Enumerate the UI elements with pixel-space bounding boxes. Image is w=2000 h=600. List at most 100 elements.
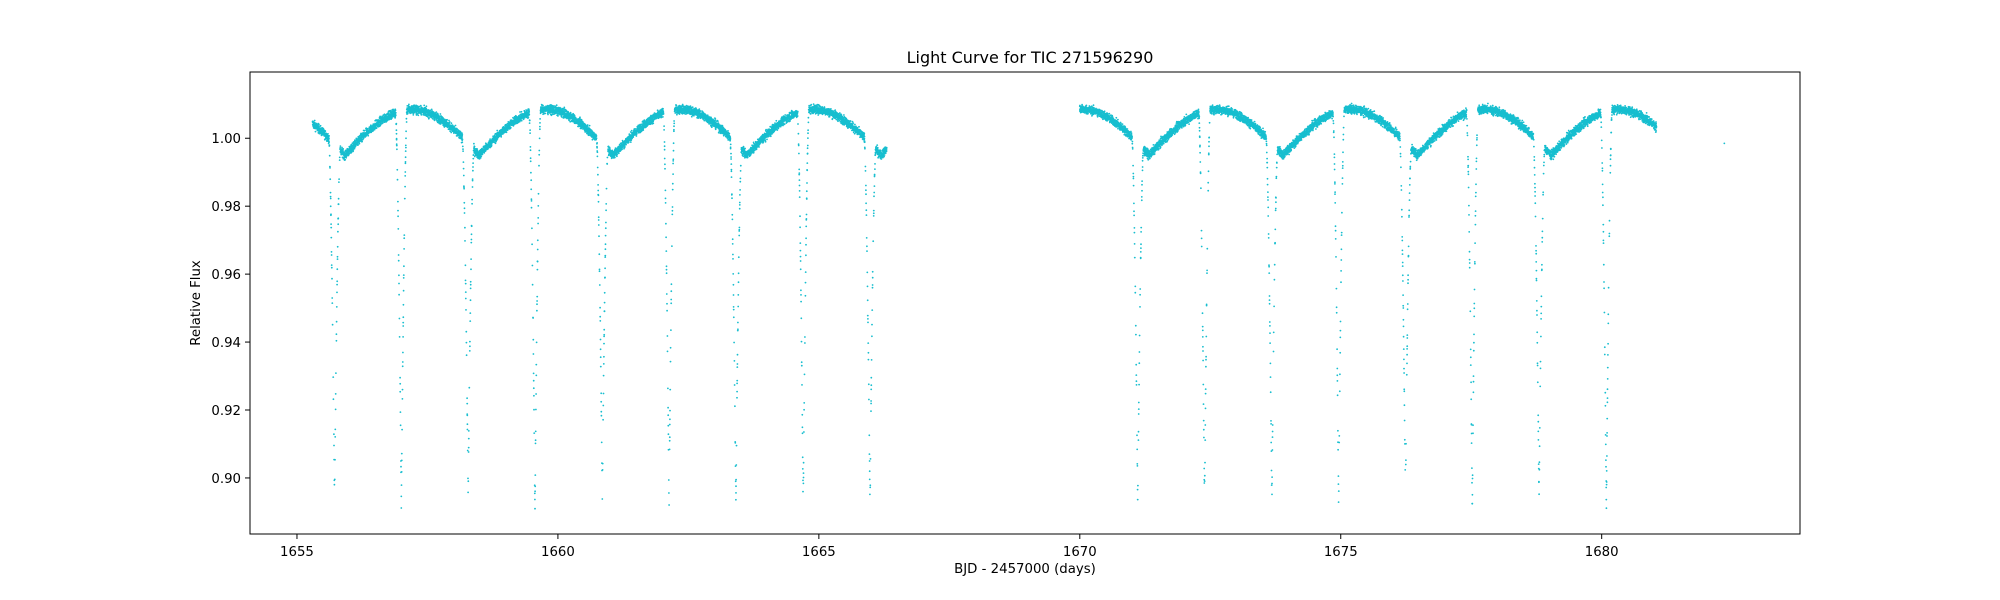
data-point <box>534 430 537 433</box>
data-point <box>467 446 470 449</box>
data-point <box>663 129 665 131</box>
data-point <box>616 153 619 156</box>
data-point <box>412 114 415 116</box>
data-point <box>605 209 607 212</box>
data-point <box>318 123 320 126</box>
data-point <box>670 329 672 331</box>
data-point <box>409 112 412 115</box>
data-point <box>598 284 601 286</box>
data-point <box>467 451 470 453</box>
data-point <box>468 386 471 389</box>
data-point <box>333 483 336 486</box>
data-point <box>336 245 339 248</box>
data-point <box>663 125 665 127</box>
data-point <box>487 147 489 150</box>
data-point <box>614 156 616 159</box>
data-point <box>693 114 695 117</box>
data-points <box>311 102 1726 510</box>
data-point <box>381 122 384 124</box>
data-point <box>337 223 340 226</box>
data-point <box>333 433 335 436</box>
data-point <box>672 149 675 152</box>
data-point <box>470 233 473 236</box>
data-point <box>483 151 486 154</box>
data-point <box>600 441 603 444</box>
data-point <box>632 136 635 139</box>
data-point <box>532 387 535 390</box>
data-point <box>530 200 533 202</box>
data-point <box>673 128 675 131</box>
data-point <box>422 113 425 116</box>
data-point <box>341 146 343 149</box>
data-point <box>666 350 669 353</box>
data-point <box>547 113 549 116</box>
data-point <box>536 248 539 251</box>
data-point <box>461 145 464 148</box>
data-point <box>602 404 605 407</box>
data-point <box>403 234 406 237</box>
data-point <box>408 103 410 106</box>
data-point <box>534 490 536 493</box>
data-point <box>335 320 338 323</box>
data-point <box>402 303 405 306</box>
data-point <box>423 104 426 107</box>
data-point <box>538 137 541 140</box>
data-point <box>627 141 630 144</box>
data-point <box>606 156 609 159</box>
data-point <box>662 113 665 115</box>
data-point <box>328 154 331 157</box>
data-point <box>603 335 605 338</box>
data-point <box>370 131 373 134</box>
data-point <box>330 213 332 216</box>
data-point <box>672 160 675 162</box>
data-point <box>464 279 467 282</box>
data-point <box>603 342 605 345</box>
data-point <box>597 173 599 176</box>
data-point <box>401 388 404 391</box>
data-point <box>470 238 473 241</box>
data-point <box>604 254 607 257</box>
data-point <box>678 113 681 115</box>
data-point <box>667 433 670 436</box>
data-point <box>535 393 537 395</box>
data-point <box>394 115 397 118</box>
data-point <box>595 134 598 137</box>
data-point <box>535 341 538 344</box>
data-point <box>669 409 671 412</box>
data-point <box>662 116 664 118</box>
data-point <box>435 111 438 113</box>
data-point <box>395 143 398 146</box>
data-point <box>329 195 332 198</box>
data-point <box>467 477 469 480</box>
data-point <box>428 117 430 119</box>
data-point <box>375 127 378 130</box>
data-point <box>363 129 366 132</box>
data-point <box>537 192 540 195</box>
data-point <box>333 478 336 481</box>
data-point <box>336 258 339 260</box>
data-point <box>330 226 333 229</box>
data-point <box>351 142 354 145</box>
data-point <box>399 382 402 385</box>
data-point <box>404 162 407 165</box>
data-point <box>398 282 400 285</box>
data-point <box>338 178 340 181</box>
data-point <box>673 122 676 125</box>
data-point <box>629 141 632 144</box>
data-point <box>397 215 399 218</box>
data-point <box>397 259 400 262</box>
data-point <box>527 116 530 118</box>
data-point <box>396 148 398 151</box>
data-point <box>465 341 468 344</box>
data-point <box>357 144 359 146</box>
data-point <box>673 125 675 128</box>
data-point <box>403 248 405 250</box>
data-point <box>395 137 398 140</box>
data-point <box>494 142 497 145</box>
data-point <box>600 400 603 403</box>
data-point <box>335 339 338 342</box>
data-point <box>714 119 716 122</box>
data-point <box>402 321 405 324</box>
data-point <box>466 402 469 405</box>
data-point <box>529 149 532 152</box>
